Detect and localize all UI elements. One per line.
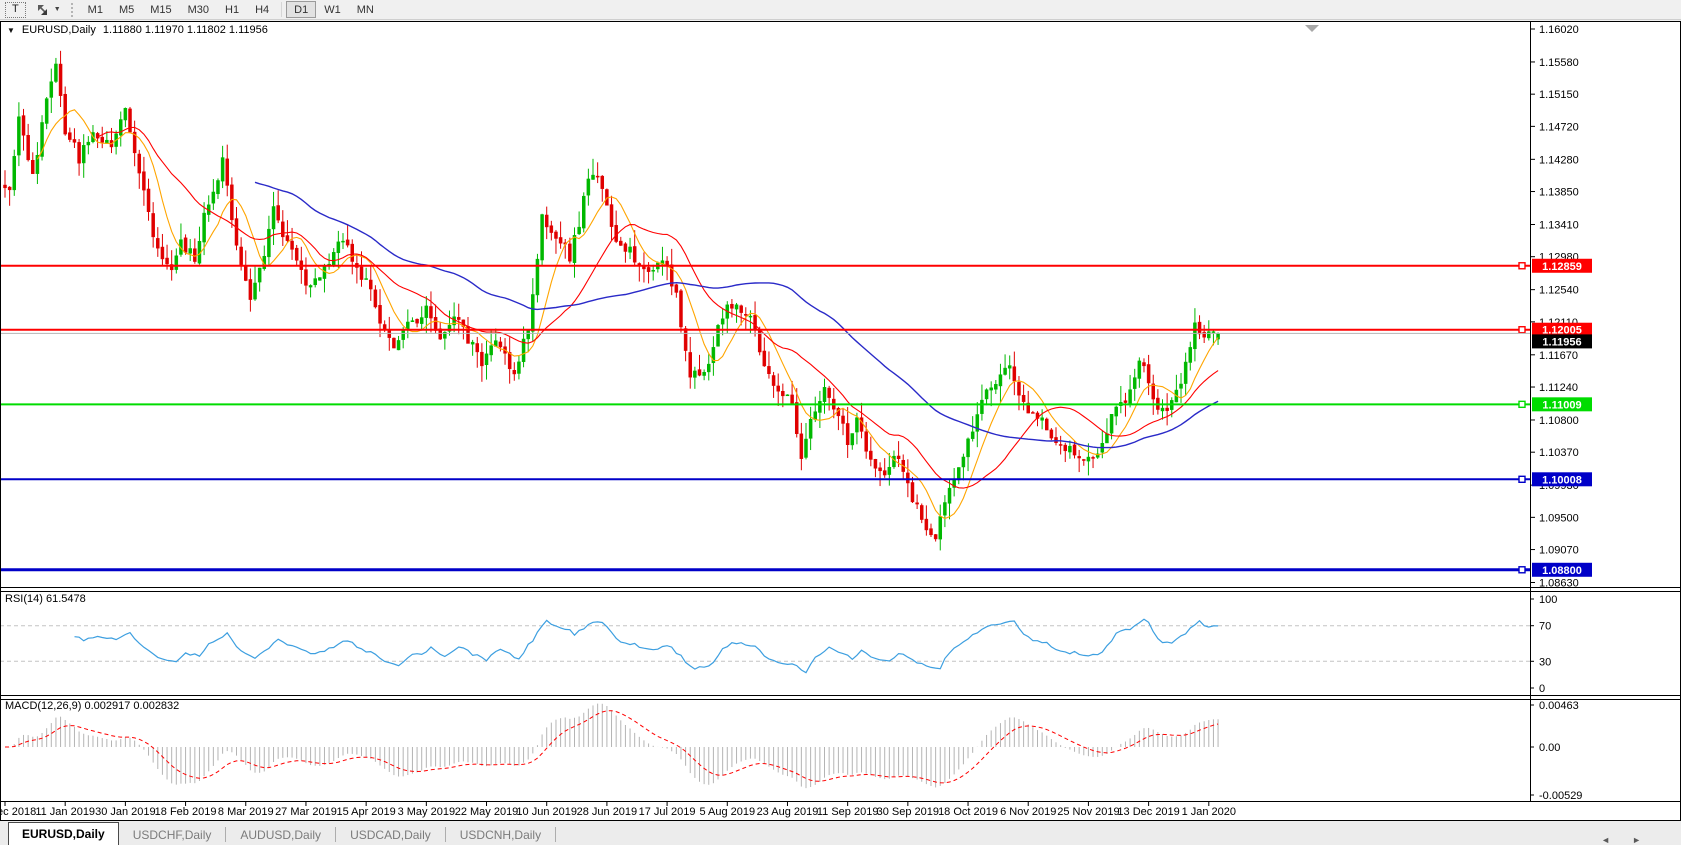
- moving-average-fast: [36, 109, 1219, 520]
- timeframe-button-m15[interactable]: M15: [142, 1, 179, 18]
- hline-price-badge: [1532, 258, 1592, 273]
- price-tick-label: 1.09070: [1539, 545, 1579, 557]
- arrow-objects-icon[interactable]: [32, 2, 53, 18]
- current-price-badge: [1532, 334, 1592, 349]
- date-tick-label: 3 May 2019: [398, 806, 455, 818]
- rsi-tick-label: 0: [1539, 683, 1545, 695]
- date-tick-label: 17 Jul 2019: [639, 806, 696, 818]
- line-anchor-square[interactable]: [1518, 566, 1526, 574]
- timeframe-buttons: M1 M5 M15 M30 H1 H4 D1 W1 MN: [80, 1, 382, 18]
- date-tick-label: 25 Nov 2019: [1057, 806, 1119, 818]
- chart-tab-usdcad[interactable]: USDCAD,Daily: [336, 827, 446, 842]
- chart-shift-marker-icon[interactable]: [1305, 25, 1319, 32]
- hline-price-badge: [1532, 322, 1592, 337]
- top-toolbar: T ▼ M1 M5 M15 M30 H1 H4 D1 W1 MN: [0, 0, 1681, 20]
- rsi-tick-label: 30: [1539, 656, 1551, 668]
- date-tick-label: 10 Jun 2019: [516, 806, 577, 818]
- timeframe-button-h4[interactable]: H4: [247, 1, 277, 18]
- chart-tab-usdcnh[interactable]: USDCNH,Daily: [446, 827, 557, 842]
- chart-tab-eurusd[interactable]: EURUSD,Daily: [8, 822, 119, 845]
- macd-tick-label: 0.00: [1539, 742, 1560, 754]
- candles-layer: [3, 50, 1220, 551]
- hline-price-badge-text: 1.08800: [1542, 565, 1582, 577]
- collapse-triangle-icon[interactable]: ▼: [7, 25, 15, 35]
- date-tick-label: 23 Aug 2019: [757, 806, 819, 818]
- timeframe-button-w1[interactable]: W1: [316, 1, 349, 18]
- timeframe-button-m1[interactable]: M1: [80, 1, 111, 18]
- line-anchor-square[interactable]: [1518, 326, 1526, 334]
- date-tick-label: 15 Apr 2019: [336, 806, 395, 818]
- hline-price-badge-text: 1.12859: [1542, 261, 1582, 273]
- timeframe-button-m5[interactable]: M5: [111, 1, 142, 18]
- macd-histogram: [9, 703, 1219, 789]
- date-tick-label: 30 Jan 2019: [95, 806, 156, 818]
- date-tick-label: 18 Oct 2019: [938, 806, 998, 818]
- timeframe-button-m30[interactable]: M30: [180, 1, 217, 18]
- hline-price-badge-text: 1.10008: [1542, 474, 1582, 486]
- chart-ohlc-values: 1.11880 1.11970 1.11802 1.11956: [102, 24, 268, 36]
- timeframe-button-d1[interactable]: D1: [286, 1, 317, 18]
- price-tick-label: 1.12540: [1539, 285, 1579, 297]
- chart-tab-bar: EURUSD,Daily USDCHF,Daily AUDUSD,Daily USDC…: [0, 821, 1681, 845]
- chart-symbol-label: EURUSD,Daily: [21, 24, 96, 36]
- chart-tab-audusd[interactable]: AUDUSD,Daily: [226, 827, 337, 842]
- price-tick-label: 1.15580: [1539, 57, 1579, 69]
- hline-price-badge: [1532, 562, 1592, 577]
- price-tick-label: 1.16020: [1539, 24, 1579, 36]
- price-tick-label: 1.13850: [1539, 187, 1579, 199]
- date-tick-label: 27 Mar 2019: [275, 806, 337, 818]
- macd-indicator-label: MACD(12,26,9) 0.002917 0.002832: [5, 700, 180, 712]
- price-tick-label: 1.13410: [1539, 219, 1579, 231]
- dropdown-caret-icon[interactable]: ▼: [53, 6, 61, 13]
- date-tick-label: 6 Nov 2019: [1000, 806, 1056, 818]
- price-tick-label: 1.11670: [1539, 350, 1578, 362]
- price-tick-label: 1.11240: [1539, 382, 1578, 394]
- chart-title: ▼ EURUSD,Daily 1.11880 1.11970 1.11802 1…: [7, 24, 268, 36]
- line-anchor-square[interactable]: [1518, 262, 1526, 270]
- rsi-indicator-label: RSI(14) 61.5478: [5, 593, 86, 605]
- date-tick-label: 28 Jun 2019: [577, 806, 638, 818]
- price-tick-label: 1.08630: [1539, 578, 1579, 590]
- date-tick-label: 13 Dec 2019: [1117, 806, 1179, 818]
- rsi-line: [74, 618, 1219, 674]
- line-anchor-square[interactable]: [1518, 475, 1526, 483]
- tab-scroll-left-icon[interactable]: ◄: [1601, 835, 1611, 845]
- hline-price-badge-text: 1.12005: [1542, 325, 1582, 337]
- price-tick-label: 1.10800: [1539, 415, 1579, 427]
- toolbar-grip[interactable]: [70, 2, 73, 17]
- hline-price-badge-text: 1.11009: [1542, 399, 1581, 411]
- line-anchor-square[interactable]: [1518, 400, 1526, 409]
- date-tick-label: 24 Dec 2018: [0, 806, 36, 818]
- date-tick-label: 8 Mar 2019: [218, 806, 274, 818]
- rsi-tick-label: 70: [1539, 621, 1551, 633]
- macd-tick-label: 0.00463: [1539, 700, 1579, 712]
- chart-tab-usdchf[interactable]: USDCHF,Daily: [119, 827, 227, 842]
- price-tick-label: 1.10370: [1539, 447, 1579, 459]
- timeframe-button-mn[interactable]: MN: [349, 1, 382, 18]
- hline-price-badge: [1532, 472, 1592, 487]
- price-tick-label: 1.09500: [1539, 512, 1579, 524]
- hline-price-badge: [1532, 397, 1592, 412]
- moving-average-slow: [254, 181, 1219, 449]
- tab-scroll-right-icon[interactable]: ►: [1632, 835, 1641, 845]
- price-tick-label: 1.14720: [1539, 121, 1579, 133]
- text-tool-button[interactable]: T: [5, 1, 26, 18]
- price-tick-label: 1.14280: [1539, 154, 1579, 166]
- date-tick-label: 22 May 2019: [455, 806, 519, 818]
- date-tick-label: 11 Jan 2019: [35, 806, 95, 818]
- moving-average-mid: [97, 126, 1219, 489]
- macd-signal-line: [5, 710, 1219, 784]
- timeframe-button-h1[interactable]: H1: [217, 1, 247, 18]
- date-tick-label: 5 Aug 2019: [699, 806, 755, 818]
- rsi-tick-label: 100: [1539, 594, 1557, 606]
- current-price-badge-text: 1.11956: [1542, 336, 1581, 348]
- macd-tick-label: -0.00529: [1539, 790, 1582, 802]
- date-tick-label: 11 Sep 2019: [817, 806, 879, 818]
- date-tick-label: 30 Sep 2019: [877, 806, 939, 818]
- date-tick-label: 18 Feb 2019: [155, 806, 217, 818]
- chart-background: [0, 22, 1681, 820]
- price-tick-label: 1.15150: [1539, 89, 1579, 101]
- date-tick-label: 1 Jan 2020: [1182, 806, 1236, 818]
